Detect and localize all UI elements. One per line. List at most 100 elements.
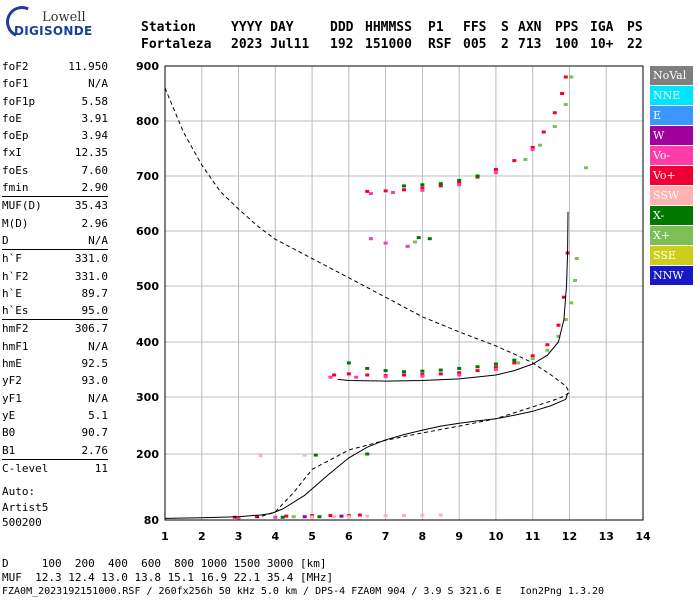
param-row: fxI 12.35 bbox=[2, 144, 108, 161]
point-x bbox=[552, 125, 557, 128]
point-x bbox=[545, 348, 550, 352]
y-tick-label: 300 bbox=[136, 391, 159, 404]
point-vo bbox=[420, 186, 425, 190]
point-w bbox=[339, 514, 344, 518]
point-x bbox=[427, 237, 432, 241]
param-row: h`F 331.0 bbox=[2, 249, 108, 267]
footer-d-row: D 100 200 400 600 800 1000 1500 3000 [km… bbox=[2, 557, 327, 570]
param-name: foEp bbox=[2, 129, 29, 143]
param-value: 331.0 bbox=[74, 252, 108, 266]
point-vo bbox=[383, 241, 388, 245]
hdr-val-ps: 22 bbox=[627, 37, 643, 52]
point-vo bbox=[420, 372, 425, 376]
param-row: yF2 93.0 bbox=[2, 372, 108, 389]
point-vo bbox=[273, 515, 278, 519]
point-vo bbox=[332, 373, 337, 377]
point-vo bbox=[541, 130, 546, 134]
param-name: yF1 bbox=[2, 391, 22, 405]
hdr-axn: AXN bbox=[518, 20, 542, 35]
param-value: 12.35 bbox=[74, 146, 108, 160]
param-row: yE 5.1 bbox=[2, 407, 108, 424]
param-name: M(D) bbox=[2, 216, 29, 230]
y-tick-label: 500 bbox=[136, 280, 159, 293]
point-x bbox=[475, 174, 480, 178]
hdr-ps: PS bbox=[627, 20, 643, 35]
point-vo bbox=[561, 295, 566, 299]
param-row: B1 2.76 bbox=[2, 442, 108, 459]
param-value: 2.90 bbox=[81, 181, 109, 195]
point-x bbox=[572, 279, 577, 282]
legend-item-w: W bbox=[650, 126, 693, 146]
hdr-p1: P1 bbox=[428, 20, 444, 35]
point-x bbox=[457, 178, 462, 182]
param-row: D N/A bbox=[2, 232, 108, 249]
point-vo bbox=[420, 188, 425, 192]
logo-line1: Lowell bbox=[42, 10, 86, 25]
legend-item-nne: NNE bbox=[650, 86, 693, 106]
point-x bbox=[438, 368, 443, 372]
x-tick-label: 5 bbox=[308, 530, 316, 543]
y-tick-label: 700 bbox=[136, 170, 159, 183]
point-x bbox=[365, 452, 370, 456]
point-vo bbox=[457, 183, 462, 187]
param-value: 331.0 bbox=[74, 269, 108, 283]
point-x bbox=[475, 365, 480, 369]
point-x bbox=[280, 515, 285, 519]
point-x bbox=[556, 334, 561, 338]
legend-item-sse: SSE bbox=[650, 246, 693, 266]
point-vo bbox=[530, 354, 535, 358]
point-vo bbox=[563, 75, 568, 79]
param-name: C-level bbox=[2, 461, 49, 475]
logo-line2: DIGISONDE bbox=[14, 24, 93, 38]
param-row: foF2 11.950 bbox=[2, 58, 108, 75]
point-vo bbox=[346, 372, 351, 376]
param-value: 11 bbox=[94, 461, 108, 475]
legend-item-ssw: SSW bbox=[650, 186, 693, 206]
trace-MUF-curve bbox=[164, 87, 571, 519]
point-ssw bbox=[346, 515, 351, 519]
param-name: fxI bbox=[2, 146, 22, 160]
param-value: 5.1 bbox=[88, 408, 108, 422]
scaled-parameters-panel: foF2 11.950 foF1 N/A foF1p 5.58 foE 3.91 foEp 3.9… bbox=[2, 58, 108, 477]
point-vo bbox=[457, 373, 462, 377]
param-row: foE 3.91 bbox=[2, 110, 108, 127]
param-name: h`F2 bbox=[2, 269, 29, 283]
param-value: 306.7 bbox=[74, 322, 108, 336]
point-vo bbox=[545, 343, 550, 347]
hdr-val-iga: 10+ bbox=[590, 37, 614, 52]
param-row: foEp 3.94 bbox=[2, 127, 108, 144]
param-name: yF2 bbox=[2, 374, 22, 388]
auto-code: 500200 bbox=[2, 516, 42, 529]
param-value: N/A bbox=[88, 391, 108, 405]
param-name: foF1 bbox=[2, 77, 29, 91]
point-vo bbox=[328, 375, 333, 379]
point-vo bbox=[328, 514, 333, 518]
param-name: hmF2 bbox=[2, 322, 29, 336]
point-ssw bbox=[302, 453, 307, 457]
hdr-val-axn: 713 bbox=[518, 37, 542, 52]
y-tick-label: 400 bbox=[136, 336, 159, 349]
point-vo bbox=[390, 191, 395, 194]
x-tick-label: 9 bbox=[455, 530, 463, 543]
point-ssw bbox=[438, 513, 443, 517]
digisonde-logo: Lowell DIGISONDE bbox=[1, 1, 122, 44]
y-tick-label: 600 bbox=[136, 225, 159, 238]
param-row: B0 90.7 bbox=[2, 424, 108, 441]
param-row: M(D) 2.96 bbox=[2, 215, 108, 232]
point-x bbox=[457, 366, 462, 370]
param-name: h`F bbox=[2, 252, 22, 266]
hdr-val-pps: 100 bbox=[555, 37, 579, 52]
hdr-val-time: 151000 bbox=[365, 37, 412, 52]
y-tick-label: 80 bbox=[144, 514, 160, 527]
legend-item-x: X- bbox=[650, 206, 693, 226]
hdr-val-p1: RSF bbox=[428, 37, 452, 52]
point-x bbox=[512, 358, 517, 362]
param-row: hmF1 N/A bbox=[2, 338, 108, 355]
param-value: 95.0 bbox=[81, 304, 109, 318]
param-value: 3.91 bbox=[81, 111, 109, 125]
point-vo bbox=[254, 515, 259, 519]
hdr-s: S bbox=[501, 20, 509, 35]
param-name: foE bbox=[2, 111, 22, 125]
param-value: 3.94 bbox=[81, 129, 109, 143]
hdr-val-s: 2 bbox=[501, 37, 509, 52]
